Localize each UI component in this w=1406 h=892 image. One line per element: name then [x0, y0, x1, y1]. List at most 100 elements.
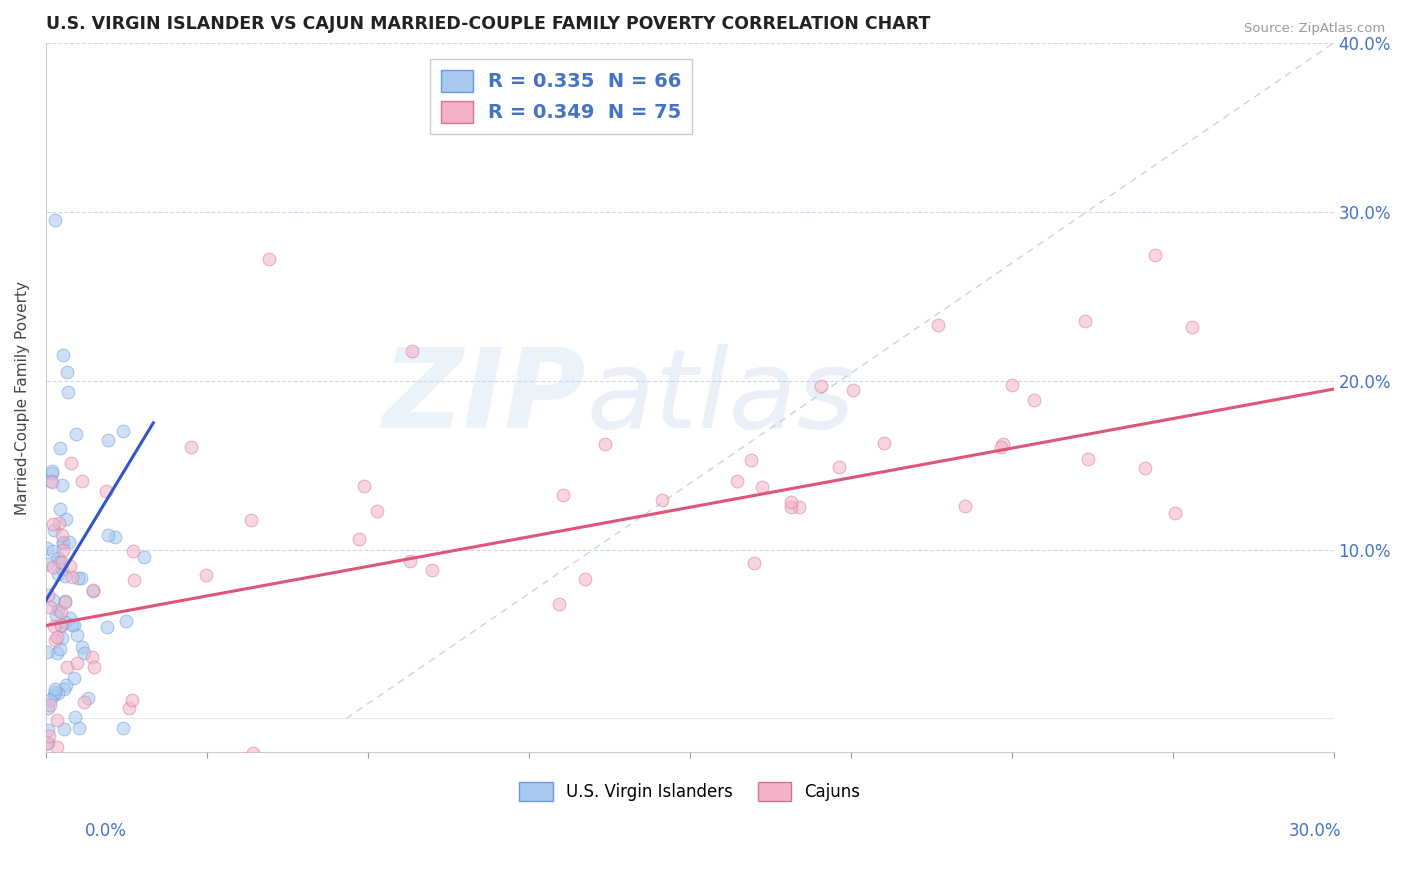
Point	[44, 524, 66, 538]
Point	[42, 593, 65, 607]
Point	[59, 558, 82, 573]
Point	[55, 512, 77, 526]
Point	[991, 437, 1014, 451]
Point	[55, 678, 77, 692]
Point	[787, 500, 810, 514]
Point	[48, 555, 70, 569]
Point	[96, 620, 118, 634]
Point	[118, 701, 141, 715]
Point	[39, 474, 62, 488]
Point	[420, 563, 443, 577]
Text: 30.0%: 30.0%	[1288, 822, 1341, 840]
Point	[574, 572, 596, 586]
Point	[51, 631, 73, 645]
Point	[927, 318, 949, 332]
Point	[37, 588, 59, 602]
Point	[1164, 506, 1187, 520]
Legend: U.S. Virgin Islanders, Cajuns: U.S. Virgin Islanders, Cajuns	[513, 775, 868, 807]
Point	[69, 571, 91, 585]
Point	[242, 746, 264, 760]
Point	[112, 721, 135, 735]
Point	[51, 542, 73, 557]
Point	[398, 554, 420, 568]
Point	[49, 617, 72, 632]
Point	[180, 440, 202, 454]
Point	[725, 474, 748, 488]
Point	[593, 437, 616, 451]
Point	[551, 488, 574, 502]
Text: U.S. VIRGIN ISLANDER VS CAJUN MARRIED-COUPLE FAMILY POVERTY CORRELATION CHART: U.S. VIRGIN ISLANDER VS CAJUN MARRIED-CO…	[46, 15, 931, 33]
Point	[828, 459, 851, 474]
Point	[62, 671, 84, 685]
Point	[65, 709, 87, 723]
Point	[49, 502, 72, 516]
Point	[42, 619, 65, 633]
Point	[46, 685, 69, 699]
Point	[73, 646, 96, 660]
Point	[82, 583, 104, 598]
Point	[51, 478, 73, 492]
Point	[51, 605, 73, 619]
Point	[240, 513, 263, 527]
Point	[194, 567, 217, 582]
Point	[842, 383, 865, 397]
Point	[37, 700, 59, 714]
Point	[810, 379, 832, 393]
Point	[46, 550, 69, 565]
Point	[1001, 377, 1024, 392]
Point	[51, 562, 73, 576]
Point	[122, 544, 145, 558]
Point	[52, 535, 75, 549]
Point	[41, 466, 63, 480]
Point	[112, 425, 135, 439]
Point	[46, 713, 69, 727]
Point	[780, 500, 803, 514]
Point	[46, 646, 69, 660]
Point	[45, 740, 67, 755]
Point	[46, 603, 69, 617]
Point	[56, 365, 79, 379]
Point	[287, 843, 309, 857]
Point	[872, 436, 894, 450]
Point	[46, 631, 69, 645]
Point	[53, 595, 76, 609]
Point	[59, 611, 82, 625]
Point	[122, 574, 145, 588]
Point	[39, 698, 62, 712]
Point	[366, 504, 388, 518]
Point	[70, 474, 93, 488]
Point	[45, 608, 67, 623]
Point	[347, 532, 370, 546]
Point	[52, 535, 75, 549]
Point	[51, 555, 73, 569]
Point	[548, 597, 571, 611]
Point	[1073, 314, 1095, 328]
Point	[46, 566, 69, 581]
Point	[104, 530, 127, 544]
Point	[97, 527, 120, 541]
Point	[82, 582, 104, 597]
Point	[73, 695, 96, 709]
Point	[44, 685, 66, 699]
Point	[990, 440, 1012, 454]
Point	[1181, 320, 1204, 334]
Point	[42, 517, 65, 532]
Point	[1144, 247, 1167, 261]
Point	[52, 723, 75, 737]
Point	[42, 559, 65, 574]
Point	[1022, 392, 1045, 407]
Point	[37, 736, 59, 750]
Point	[38, 599, 60, 614]
Point	[48, 516, 70, 530]
Point	[52, 681, 75, 696]
Point	[51, 619, 73, 633]
Point	[66, 628, 89, 642]
Point	[60, 618, 83, 632]
Point	[44, 633, 66, 648]
Point	[63, 617, 86, 632]
Text: Source: ZipAtlas.com: Source: ZipAtlas.com	[1244, 22, 1385, 36]
Point	[83, 660, 105, 674]
Point	[53, 568, 76, 582]
Point	[38, 693, 60, 707]
Point	[35, 557, 58, 571]
